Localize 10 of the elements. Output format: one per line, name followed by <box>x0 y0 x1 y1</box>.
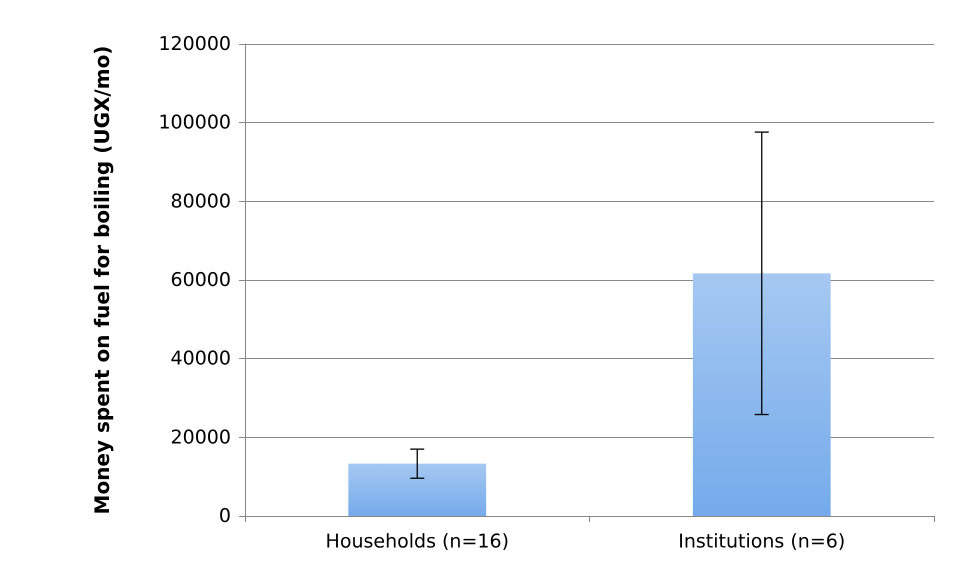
x-tick-label: Institutions (n=6) <box>678 530 846 552</box>
x-tick-label: Households (n=16) <box>326 530 509 552</box>
y-axis-title: Money spent on fuel for boiling (UGX/mo) <box>90 46 114 514</box>
y-tick-label: 0 <box>218 505 231 527</box>
y-tick-label: 40000 <box>170 348 231 370</box>
y-tick-label: 60000 <box>170 269 231 291</box>
y-tick-label: 80000 <box>170 190 231 212</box>
y-tick-label: 100000 <box>158 112 231 134</box>
y-tick-label: 20000 <box>170 426 231 448</box>
y-tick-label: 120000 <box>158 33 231 55</box>
